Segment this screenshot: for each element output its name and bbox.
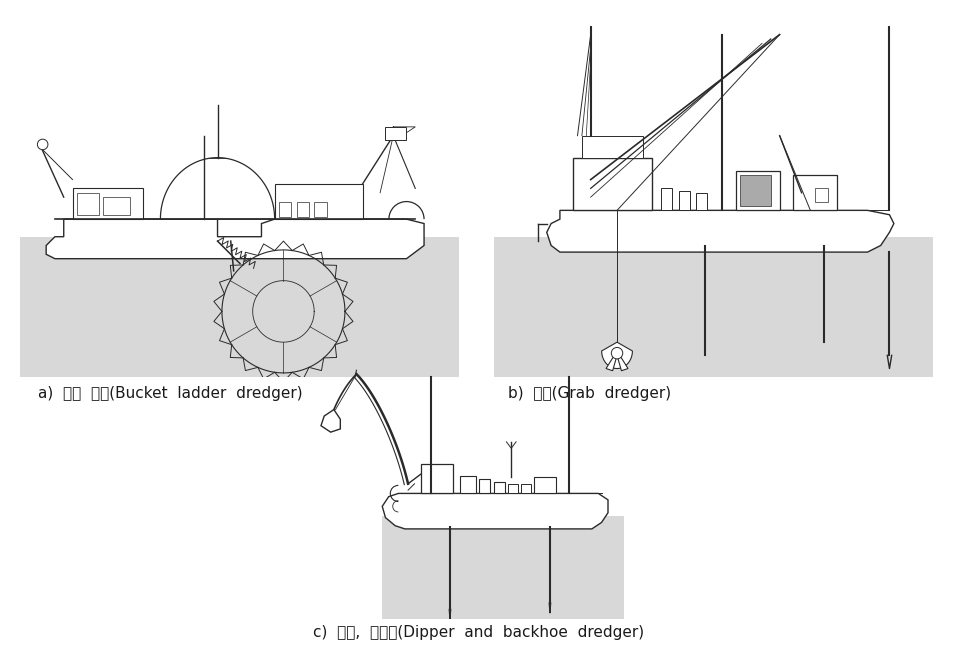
Bar xyxy=(521,484,531,493)
Polygon shape xyxy=(606,351,617,371)
Polygon shape xyxy=(160,157,275,219)
Polygon shape xyxy=(602,342,632,368)
Bar xyxy=(103,197,129,215)
Bar xyxy=(73,188,143,219)
Polygon shape xyxy=(617,351,628,371)
Circle shape xyxy=(37,139,48,150)
Polygon shape xyxy=(494,237,933,377)
Bar xyxy=(493,482,505,493)
Bar xyxy=(793,175,836,210)
Bar xyxy=(573,157,652,210)
Bar xyxy=(814,188,828,201)
Bar xyxy=(297,202,308,217)
Polygon shape xyxy=(382,493,608,529)
Bar xyxy=(534,477,557,493)
Text: c)  디퍼,  백호우(Dipper  and  backhoe  dredger): c) 디퍼, 백호우(Dipper and backhoe dredger) xyxy=(313,624,645,640)
Bar xyxy=(421,464,453,493)
Bar xyxy=(696,193,707,210)
Bar xyxy=(741,175,771,206)
Bar xyxy=(582,135,644,157)
Bar xyxy=(479,479,490,493)
Bar xyxy=(275,184,362,219)
Polygon shape xyxy=(382,516,624,619)
Bar xyxy=(736,171,780,210)
Bar xyxy=(279,202,291,217)
Bar xyxy=(678,190,690,210)
Bar xyxy=(460,476,476,493)
Polygon shape xyxy=(46,219,424,259)
Bar xyxy=(384,127,406,140)
Text: a)  버켓  레더(Bucket  ladder  dredger): a) 버켓 레더(Bucket ladder dredger) xyxy=(38,386,303,401)
Polygon shape xyxy=(20,237,459,377)
Bar xyxy=(508,484,517,493)
Circle shape xyxy=(611,348,623,359)
Bar xyxy=(77,193,99,215)
Text: b)  그랩(Grab  dredger): b) 그랩(Grab dredger) xyxy=(508,386,671,401)
Bar xyxy=(661,188,672,210)
Polygon shape xyxy=(547,210,894,252)
Polygon shape xyxy=(321,410,340,432)
Bar xyxy=(314,202,327,217)
